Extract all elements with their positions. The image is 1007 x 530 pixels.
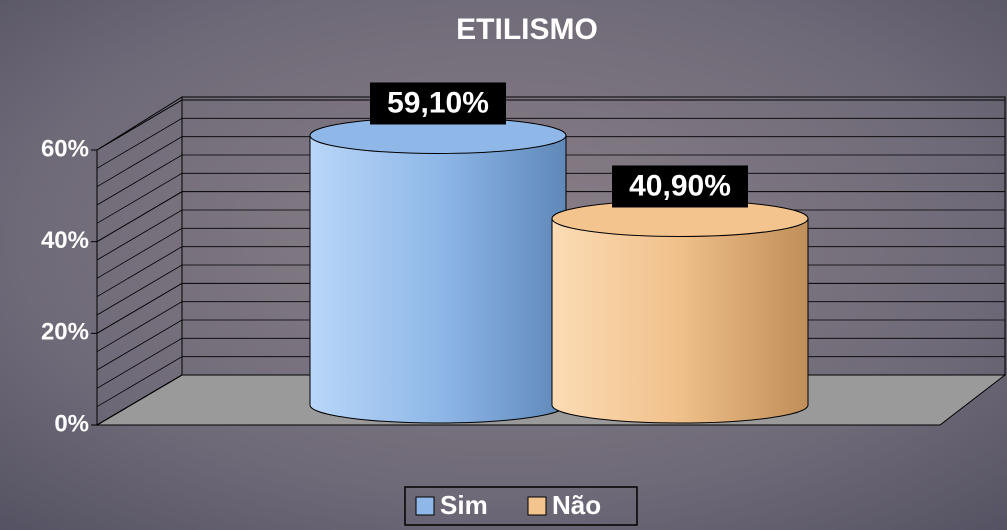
grid-line <box>96 136 1005 188</box>
y-tick-label: 40% <box>41 227 89 254</box>
data-label-bg <box>612 165 748 208</box>
y-tick-label: 20% <box>41 319 89 346</box>
chart-title: ETILISMO <box>456 13 598 46</box>
grid-line <box>96 117 1005 169</box>
data-label: 59,10% <box>370 82 506 125</box>
y-tick-label: 60% <box>41 135 89 162</box>
data-label: 40,90% <box>612 165 748 208</box>
legend-label: Não <box>552 490 601 520</box>
legend-label: Sim <box>440 490 488 520</box>
legend-swatch <box>527 496 547 516</box>
cylinder-body <box>551 217 809 424</box>
grid-line <box>96 99 1005 151</box>
data-label-text: 40,90% <box>629 169 731 202</box>
data-label-text: 59,10% <box>387 86 489 119</box>
legend <box>404 486 638 526</box>
plot: 0% 20% 40% 60% 59,10% 40,90% <box>41 82 1005 437</box>
y-tick-label: 0% <box>54 410 89 437</box>
data-label-bg <box>370 82 506 125</box>
grid-line <box>96 154 1005 206</box>
legend-swatch <box>415 496 435 516</box>
cylinder-body <box>309 134 567 424</box>
